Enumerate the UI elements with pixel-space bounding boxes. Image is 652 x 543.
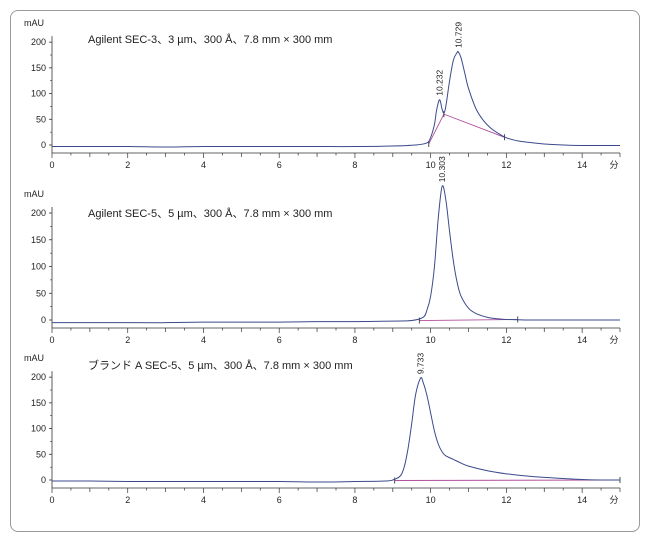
x-tick-label: 2 <box>125 495 130 505</box>
x-tick-label: 6 <box>277 495 282 505</box>
panel-title: ブランド A SEC-5、5 µm、300 Å、7.8 mm × 300 mm <box>88 358 353 372</box>
y-tick-label: 100 <box>31 89 46 99</box>
y-tick-label: 0 <box>41 315 46 325</box>
y-tick-label: 200 <box>31 208 46 218</box>
peak-retention-label: 10.729 <box>453 22 463 48</box>
x-tick-label: 12 <box>501 335 511 345</box>
y-tick-label: 0 <box>41 475 46 485</box>
y-tick-label: 100 <box>31 424 46 434</box>
peak-retention-label: 10.232 <box>434 69 444 95</box>
x-tick-label: 8 <box>352 335 357 345</box>
panel-title: Agilent SEC-3、3 µm、300 Å、7.8 mm × 300 mm <box>88 33 332 46</box>
chromatogram-trace <box>52 50 620 148</box>
x-tick-label: 10 <box>426 160 436 170</box>
y-tick-label: 50 <box>36 288 46 298</box>
x-tick-label: 14 <box>577 335 587 345</box>
chromatogram-trace <box>52 185 620 324</box>
x-tick-label: 14 <box>577 160 587 170</box>
x-tick-label: 6 <box>277 335 282 345</box>
x-axis-unit: 分 <box>609 335 618 345</box>
y-tick-label: 100 <box>31 262 46 272</box>
peak-retention-label: 10.303 <box>437 156 447 182</box>
peak-retention-label: 9.733 <box>416 353 426 375</box>
y-axis-unit: mAU <box>24 189 44 199</box>
y-tick-label: 50 <box>36 114 46 124</box>
x-tick-label: 12 <box>501 160 511 170</box>
y-tick-label: 200 <box>31 372 46 382</box>
y-axis-unit: mAU <box>24 353 44 363</box>
x-tick-label: 0 <box>49 160 54 170</box>
chromatogram-trace <box>51 377 621 483</box>
x-tick-label: 4 <box>201 160 206 170</box>
x-tick-label: 8 <box>352 160 357 170</box>
x-tick-label: 6 <box>277 160 282 170</box>
x-tick-label: 10 <box>426 335 436 345</box>
x-tick-label: 2 <box>125 335 130 345</box>
x-tick-label: 14 <box>577 495 587 505</box>
x-tick-label: 8 <box>352 495 357 505</box>
x-axis-unit: 分 <box>609 160 618 170</box>
x-axis-unit: 分 <box>609 495 618 505</box>
x-tick-label: 12 <box>501 495 511 505</box>
integration-baseline <box>428 113 505 145</box>
x-tick-label: 4 <box>201 335 206 345</box>
y-axis-unit: mAU <box>24 18 44 28</box>
panel-title: Agilent SEC-5、5 µm、300 Å、7.8 mm × 300 mm <box>88 207 332 220</box>
y-tick-label: 150 <box>31 235 46 245</box>
y-tick-label: 0 <box>41 140 46 150</box>
chart-panel-3: 0 50 100 150 200 mAU 0 2 4 6 8 10 12 14 分 ブランド A SEC-5、… <box>24 353 621 505</box>
y-tick-label: 200 <box>31 37 46 47</box>
chart-frame <box>10 10 640 532</box>
x-tick-label: 4 <box>201 495 206 505</box>
x-tick-label: 0 <box>49 335 54 345</box>
chart-panel-1: 0 50 100 150 200 mAU 0 2 4 6 8 10 12 14 分 Agilent SEC-3… <box>24 18 621 170</box>
x-tick-label: 0 <box>49 495 54 505</box>
y-tick-label: 150 <box>31 63 46 73</box>
y-tick-label: 150 <box>31 398 46 408</box>
integration-baseline <box>394 479 621 481</box>
y-tick-label: 50 <box>36 449 46 459</box>
x-tick-label: 10 <box>426 495 436 505</box>
x-tick-label: 2 <box>125 160 130 170</box>
